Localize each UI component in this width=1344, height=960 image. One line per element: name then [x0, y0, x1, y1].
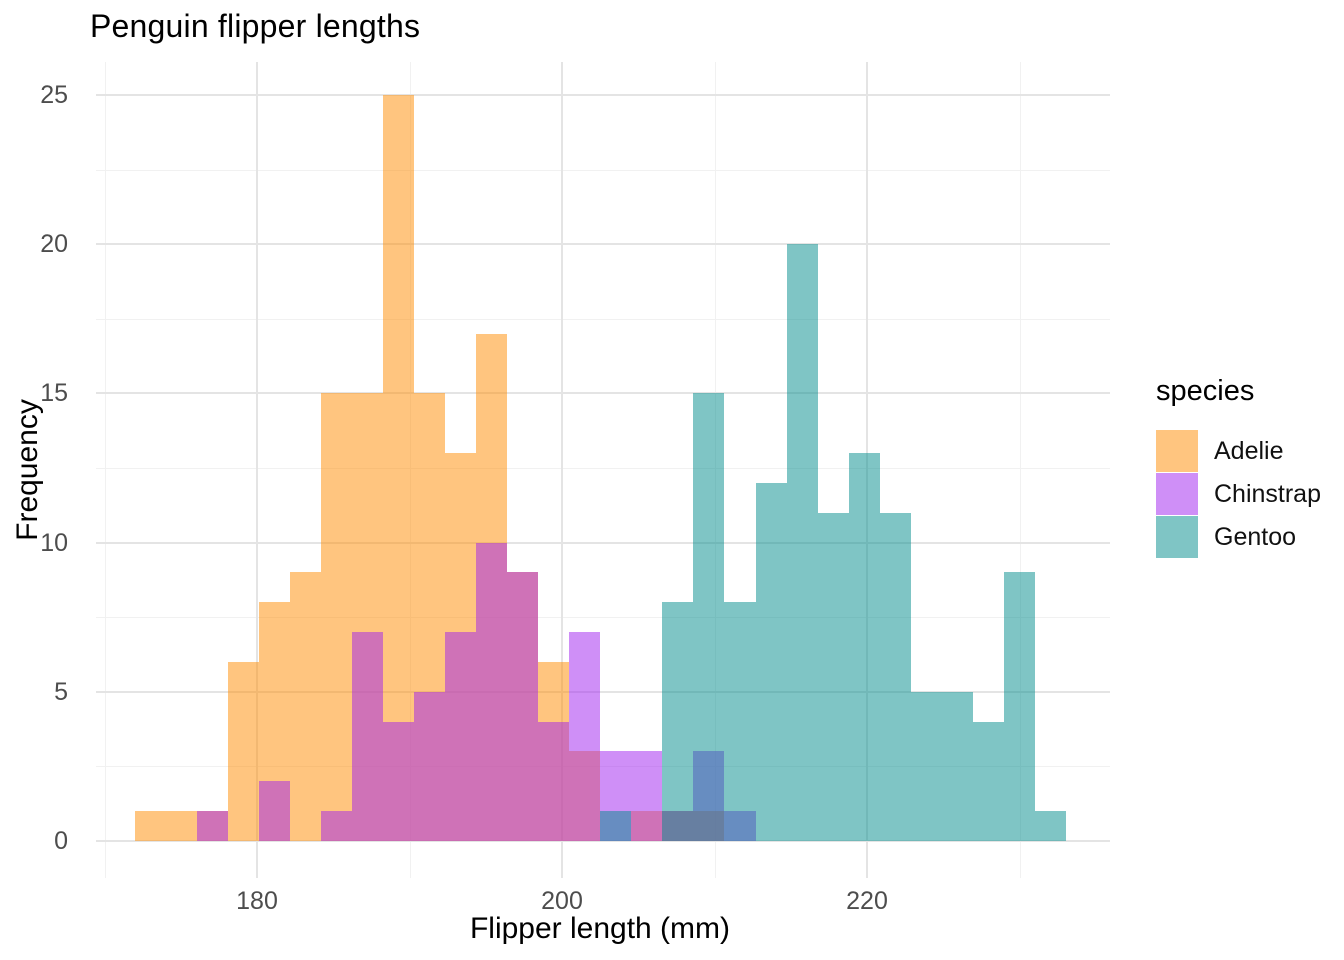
gridline-minor-y-12.5	[96, 468, 1110, 469]
gridline-minor-x-170	[104, 62, 106, 878]
bar-gentoo-bin-25	[910, 691, 942, 841]
bar-adelie-bin-8	[383, 95, 415, 841]
bar-chinstrap-bin-7	[352, 632, 384, 841]
bar-gentoo-bin-17	[662, 602, 694, 841]
legend-swatch-gentoo	[1156, 516, 1198, 558]
legend-swatch-chinstrap	[1156, 473, 1198, 515]
gridline-major-x-200	[561, 62, 563, 878]
gridline-minor-y-22.5	[96, 169, 1110, 171]
legend-item-adelie: Adelie	[1156, 430, 1344, 472]
bar-gentoo-bin-28	[1003, 572, 1035, 841]
legend-label-gentoo: Gentoo	[1214, 522, 1297, 551]
bar-chinstrap-bin-2	[197, 811, 229, 841]
legend-item-gentoo: Gentoo	[1156, 516, 1344, 558]
gridline-major-y-0	[96, 840, 1110, 842]
bar-chinstrap-bin-10	[445, 632, 477, 841]
bar-adelie-bin-1	[166, 811, 198, 841]
gridline-major-y-10	[96, 541, 1110, 544]
gridline-major-y-25	[96, 94, 1110, 96]
gridline-major-y-15	[96, 392, 1110, 395]
bar-chinstrap-bin-9	[414, 691, 446, 841]
bar-gentoo-bin-24	[879, 512, 911, 841]
bar-gentoo-bin-29	[1034, 811, 1066, 841]
plot-title: Penguin flipper lengths	[90, 8, 421, 44]
bar-gentoo-bin-20	[755, 482, 787, 841]
gridline-minor-y-17.5	[96, 318, 1110, 320]
gridline-major-x-180	[256, 62, 258, 878]
x-axis-title: Flipper length (mm)	[469, 912, 731, 945]
bar-chinstrap-bin-11	[476, 542, 508, 841]
y-tick-label-20: 20	[40, 230, 68, 259]
legend-label-adelie: Adelie	[1214, 436, 1284, 465]
legend-title: species	[1156, 375, 1255, 407]
gridline-minor-x-230	[1019, 62, 1021, 878]
y-tick-label-10: 10	[40, 528, 68, 557]
legend-swatch-adelie	[1156, 430, 1198, 472]
bar-chinstrap-bin-13	[538, 721, 570, 841]
plot-panel	[96, 62, 1110, 878]
y-tick-label-25: 25	[40, 81, 68, 109]
bar-gentoo-bin-18	[693, 393, 725, 841]
gridline-major-y-5	[96, 690, 1110, 693]
y-tick-label-0: 0	[54, 827, 68, 855]
legend-item-chinstrap: Chinstrap	[1156, 473, 1344, 515]
y-tick-label-5: 5	[54, 677, 68, 706]
bar-chinstrap-bin-16	[631, 751, 663, 841]
bar-adelie-bin-3	[228, 661, 260, 841]
y-axis-title: Frequency	[11, 399, 44, 541]
bar-adelie-bin-6	[321, 393, 353, 841]
bar-chinstrap-bin-6	[321, 811, 353, 841]
bar-adelie-bin-5	[290, 572, 322, 841]
legend: species Adelie Chinstrap Gentoo	[1156, 375, 1344, 559]
bar-gentoo-bin-23	[848, 453, 880, 841]
bar-chinstrap-bin-14	[569, 632, 601, 841]
x-tick-label-180: 180	[236, 887, 278, 915]
bar-gentoo-bin-15	[600, 811, 632, 841]
bar-gentoo-bin-26	[941, 691, 973, 841]
bar-chinstrap-bin-12	[507, 572, 539, 841]
bar-gentoo-bin-19	[724, 602, 756, 841]
bar-gentoo-bin-21	[786, 244, 818, 841]
y-tick-label-15: 15	[40, 379, 68, 408]
gridline-minor-y-7.5	[96, 617, 1110, 619]
bar-gentoo-bin-22	[817, 512, 849, 841]
x-tick-label-200: 200	[541, 887, 583, 915]
bar-chinstrap-bin-4	[259, 781, 291, 841]
bar-gentoo-bin-27	[972, 721, 1004, 841]
bar-adelie-bin-0	[135, 811, 167, 841]
gridline-major-y-20	[96, 243, 1110, 246]
x-tick-label-220: 220	[846, 887, 888, 915]
legend-label-chinstrap: Chinstrap	[1214, 479, 1321, 508]
bar-chinstrap-bin-8	[383, 721, 415, 841]
